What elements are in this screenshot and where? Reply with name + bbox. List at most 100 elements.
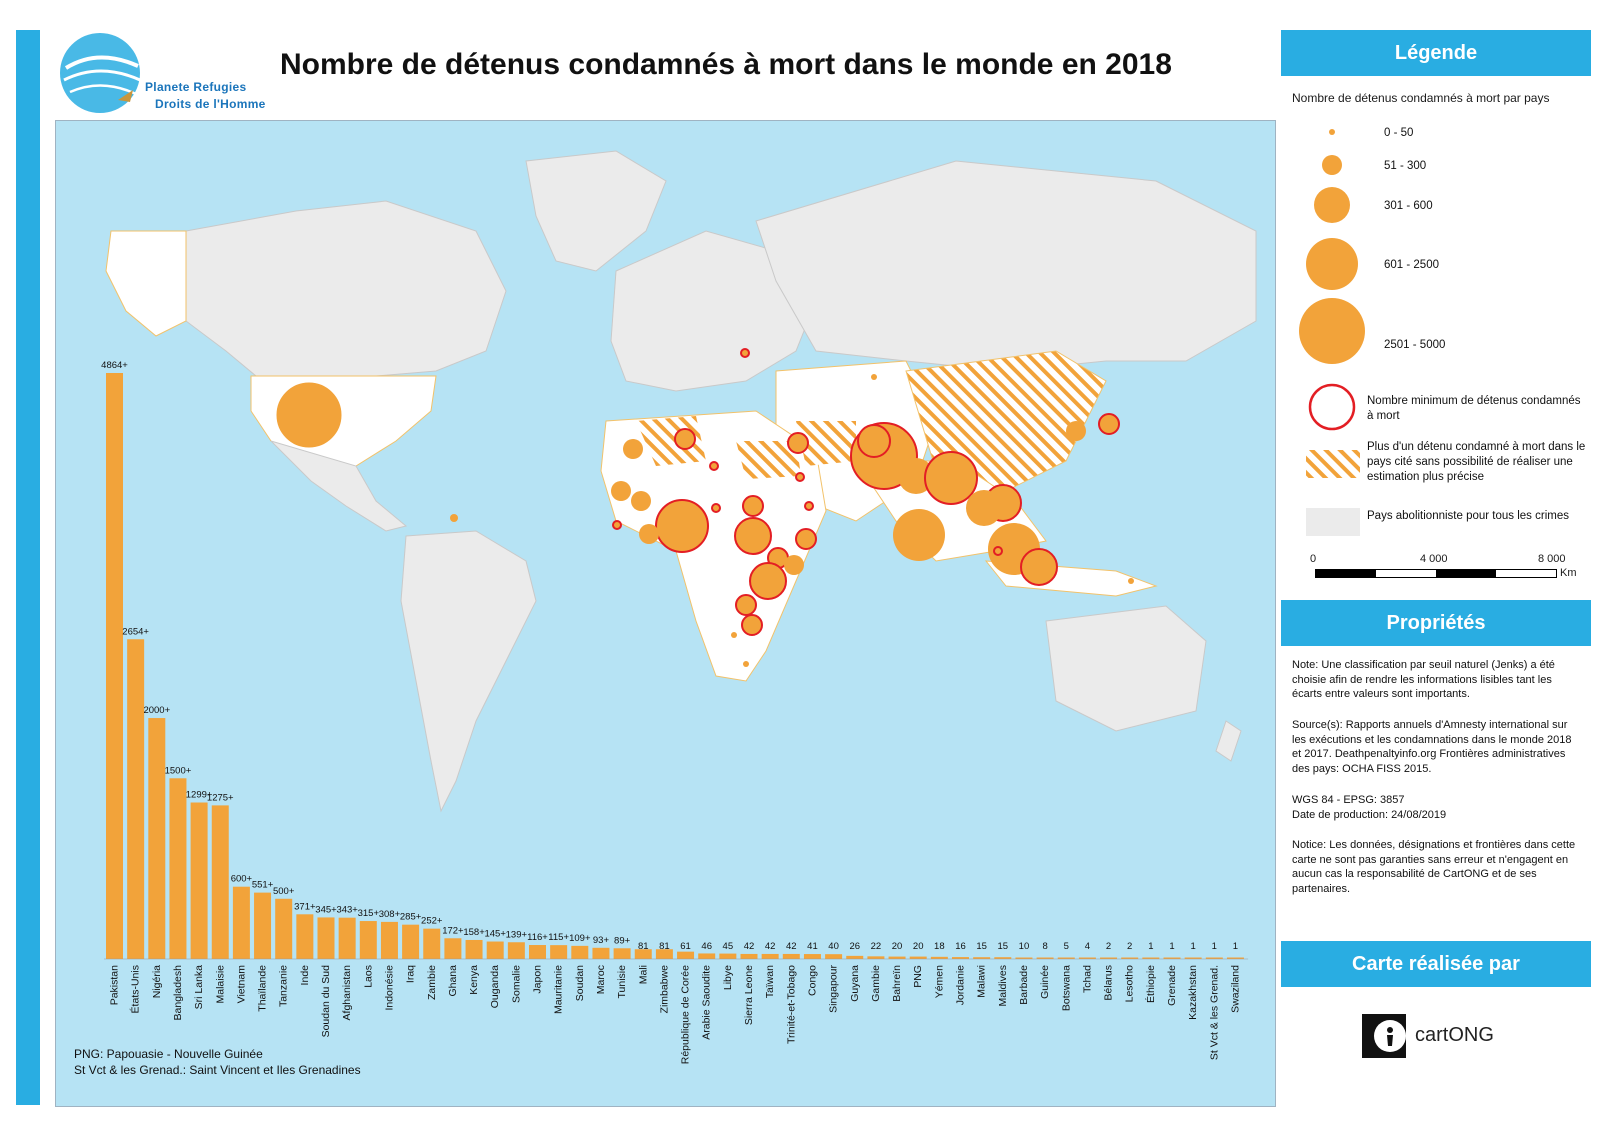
bar-category-label-11: Afghanistan [341,965,353,1021]
legend-abolition-label: Pays abolitionniste pour tous les crimes [1367,510,1569,522]
bar-category-label-9: Inde [299,965,311,986]
bar-category-label-18: Ouganda [489,965,501,1008]
bar-category-label-47: Bélarus [1103,965,1115,1001]
bar-value-label-37: 20 [892,941,903,952]
bar-value-label-33: 41 [807,941,818,952]
bar-value-label-11: 343+ [336,905,358,916]
bar-category-label-13: Indonésie [383,965,395,1011]
bar-value-label-10: 345+ [315,904,337,915]
legend-class-2-symbol [1322,155,1342,175]
legend-class-3-symbol [1314,187,1350,223]
bar-value-label-4: 1299+ [186,790,213,801]
png-symbol [1128,578,1134,584]
ghana-symbol [639,524,659,544]
cartong-logo: cartONG [1360,1012,1510,1067]
bar-15 [423,928,441,959]
left-accent-stripe [16,30,40,1105]
lesotho-symbol [743,661,749,667]
bar-category-label-45: Botswana [1060,965,1072,1011]
bar-value-label-52: 1 [1212,941,1217,952]
bar-category-label-29: Libye [722,965,734,990]
bar-value-label-22: 109+ [569,933,591,944]
bar-7 [254,892,272,959]
mali-symbol [631,491,651,511]
bar-category-label-39: Yémen [933,965,945,998]
belarus-symbol [740,348,750,358]
africa-hatch-east [736,441,801,479]
bar-category-label-52: St Vct & les Grenad. [1208,965,1220,1060]
bar-value-label-26: 81 [659,941,670,952]
arabia-hatch [796,421,856,466]
bar-category-label-24: Tunisie [616,965,628,999]
kenya-symbol [784,555,804,575]
bar-53 [1226,957,1244,959]
bar-value-label-23: 93+ [593,935,610,946]
bar-chart: 4864+ Pakistan 2654+ États-Unis 2000+ Nigéria… [101,360,1249,1064]
bar-value-label-35: 26 [849,941,860,952]
bar-category-label-21: Mauritanie [553,965,565,1014]
bar-30 [740,953,758,959]
bar-value-label-34: 40 [828,941,839,952]
bar-40 [952,957,969,959]
bar-value-label-31: 42 [765,941,776,952]
bar-12 [359,921,377,959]
bar-category-label-16: Ghana [447,965,459,997]
kazakhstan-symbol [871,374,877,380]
bar-42 [994,957,1012,959]
japan-symbol [1098,413,1120,435]
bar-21 [550,945,568,959]
bar-category-label-19: Somalie [510,965,522,1003]
bar-value-label-53: 1 [1233,941,1238,952]
bar-value-label-36: 22 [871,941,882,952]
thailand-symbol [966,490,1002,526]
map-frame: 4864+ Pakistan 2654+ États-Unis 2000+ Nigéria… [55,120,1276,1107]
iraq-symbol [787,432,809,454]
afghanistan-symbol [857,424,891,458]
bar-value-label-15: 252+ [421,916,443,927]
nigeria-symbol [655,499,709,553]
sudan-symbol [742,495,764,517]
somalia-symbol [795,528,817,550]
cartong-logo-mark [1362,1014,1406,1058]
bar-value-label-13: 308+ [379,909,401,920]
bar-category-label-12: Laos [362,965,374,988]
morocco-symbol [623,439,643,459]
bar-value-label-46: 4 [1085,941,1090,952]
bar-31 [761,953,779,959]
legend-minimum-label: Nombre minimum de détenus condamnés à mo… [1367,395,1581,422]
bar-24 [613,948,631,959]
notes-block: PNG: Papouasie - Nouvelle Guinée St Vct … [74,1046,361,1078]
logo-text-line-2: Droits de l'Homme [155,97,266,111]
bar-8 [275,898,293,959]
properties-note: Note: Une classification par seuil natur… [1292,659,1555,700]
scale-segments [1315,569,1557,578]
bar-46 [1078,957,1096,959]
scale-label-4000: 4 000 [1420,553,1448,565]
bar-3 [169,778,187,959]
bar-value-label-29: 45 [723,941,734,952]
south-america-shape [400,530,537,813]
bar-39 [930,956,948,959]
bar-value-label-39: 18 [934,941,945,952]
legend-heading: Légende [1281,30,1591,76]
bar-1 [127,639,145,959]
bar-48 [1121,957,1139,959]
bar-value-label-49: 1 [1148,941,1153,952]
indonesia-symbol [1020,548,1058,586]
bar-value-label-9: 371+ [294,901,316,912]
bar-value-label-38: 20 [913,941,924,952]
bar-23 [592,947,610,959]
bar-value-label-30: 42 [744,941,755,952]
bar-19 [507,942,525,959]
bar-category-label-37: Bahreïn [891,965,903,1002]
bar-category-label-4: Sri Lanka [193,965,205,1010]
properties-date: Date de production: 24/08/2019 [1292,809,1447,821]
legend-minimum-symbol [1308,383,1356,431]
bar-value-label-43: 10 [1019,941,1030,952]
bar-2 [148,718,166,959]
proportional-symbols [275,348,1134,667]
bar-16 [444,938,462,959]
botswana-symbol [731,632,737,638]
bar-14 [402,924,420,959]
bar-category-label-2: Nigéria [151,965,163,998]
